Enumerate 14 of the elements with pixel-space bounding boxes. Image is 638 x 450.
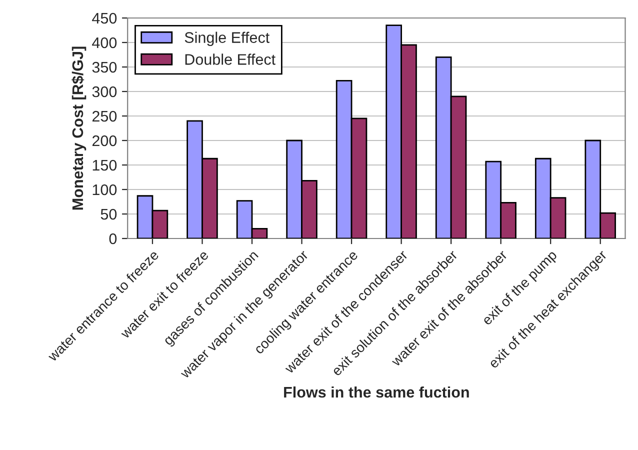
x-axis-title: Flows in the same fuction xyxy=(284,386,469,398)
y-tick-label: 50 xyxy=(100,208,117,220)
y-tick-label: 150 xyxy=(92,160,117,171)
y-tick-label: 300 xyxy=(92,86,117,98)
legend-label: Single Effect xyxy=(184,32,270,46)
y-tick-label: 400 xyxy=(92,37,117,48)
legend-label: Double Effect xyxy=(185,54,276,65)
y-tick-label: 200 xyxy=(92,135,117,146)
y-tick-label: 450 xyxy=(92,12,117,24)
y-tick-label: 100 xyxy=(92,184,117,196)
y-tick-label: 350 xyxy=(92,62,117,73)
y-tick-label: 250 xyxy=(92,110,117,122)
y-tick-label: 0 xyxy=(109,233,117,244)
y-axis-title: Monetary Cost [R$/GJ] xyxy=(72,46,86,210)
